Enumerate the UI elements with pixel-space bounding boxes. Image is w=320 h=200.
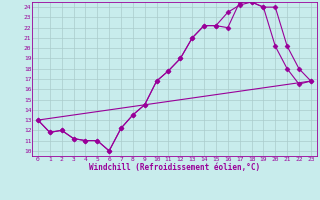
X-axis label: Windchill (Refroidissement éolien,°C): Windchill (Refroidissement éolien,°C) xyxy=(89,163,260,172)
